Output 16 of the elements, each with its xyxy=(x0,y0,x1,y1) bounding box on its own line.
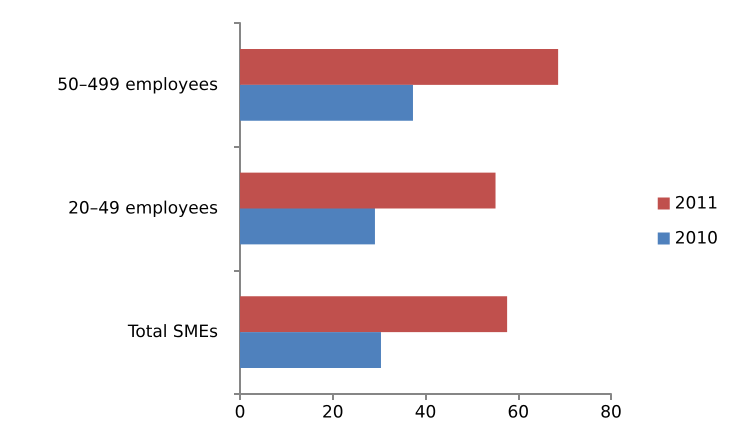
bar xyxy=(240,48,558,85)
x-tick-label: 0 xyxy=(234,402,246,422)
bar xyxy=(240,172,496,208)
y-tick-label: 50–499 employees xyxy=(57,74,218,95)
bar xyxy=(240,296,508,332)
y-tick-label: 20–49 employees xyxy=(68,198,218,218)
bar xyxy=(240,208,375,244)
x-tick-label: 60 xyxy=(507,402,530,422)
bar xyxy=(240,84,413,121)
legend-label: 2011 xyxy=(674,194,718,214)
legend-label: 2010 xyxy=(674,228,718,248)
bar xyxy=(240,332,381,368)
y-tick-label: Total SMEs xyxy=(126,322,218,342)
x-tick-label: 20 xyxy=(322,402,344,422)
x-tick-label: 80 xyxy=(600,402,622,422)
x-tick-label: 40 xyxy=(414,402,436,422)
